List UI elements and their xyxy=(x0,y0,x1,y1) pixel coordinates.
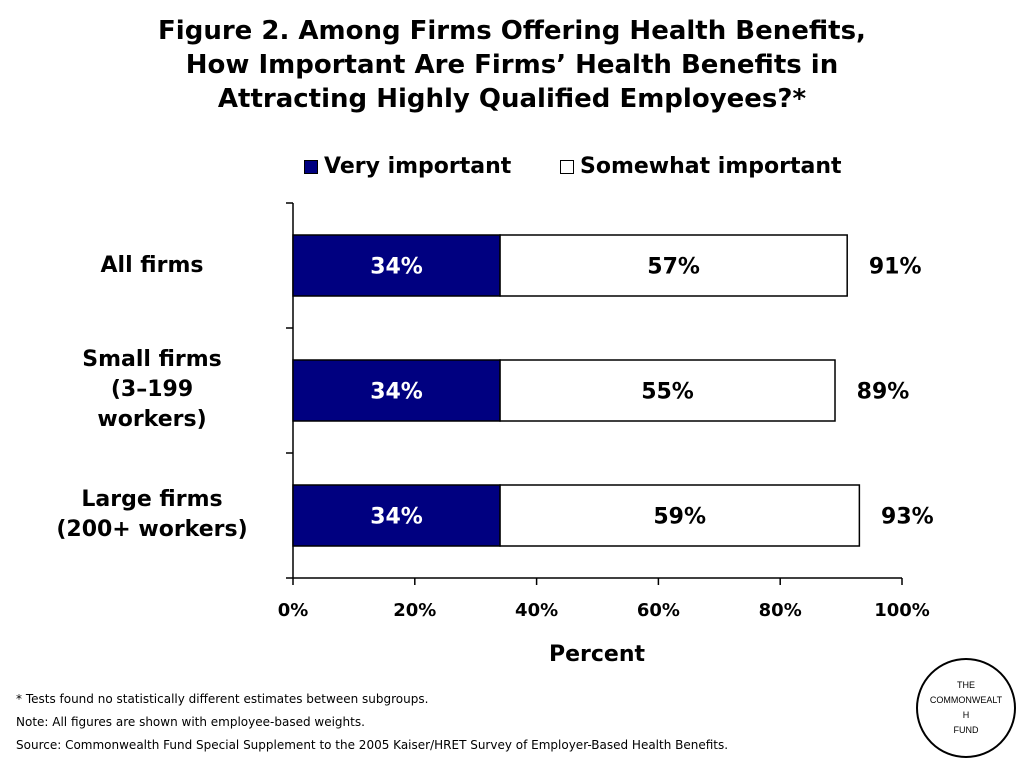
category-label-small-firms: Small firms (3–199 workers) xyxy=(32,345,272,435)
category-label-all-firms: All firms xyxy=(32,251,272,281)
legend-swatch-very-important xyxy=(304,159,318,174)
bar-very-important xyxy=(292,359,501,422)
x-tick-label: 0% xyxy=(278,600,309,621)
bar-value-label: 57% xyxy=(647,255,700,280)
bar-chart: 0% 20% 40% 60% 80% 100% 34% 57% 91% 34% 55% 89% 34% 5… xyxy=(278,202,934,621)
chart-title-line: How Important Are Firms’ Health Benefits… xyxy=(185,50,839,80)
legend-swatch-somewhat-important xyxy=(560,159,574,174)
bar-very-important xyxy=(292,484,501,547)
bar-value-label: 59% xyxy=(653,505,706,530)
bar-value-label: 55% xyxy=(641,380,694,405)
bar-total-label: 91% xyxy=(869,255,922,280)
logo-line: COMMONWEALT xyxy=(929,695,1003,705)
bar-value-label: 34% xyxy=(370,380,423,405)
category-label-line: All firms xyxy=(100,253,204,278)
footnote-asterisk: * Tests found no statistically different… xyxy=(16,692,429,706)
chart-title: Figure 2. Among Firms Offering Health Be… xyxy=(0,14,1024,116)
bar-very-important xyxy=(292,234,501,297)
bar-total-label: 93% xyxy=(881,505,934,530)
bar-total-label: 89% xyxy=(857,380,910,405)
footnotes: * Tests found no statistically different… xyxy=(16,688,728,757)
legend-label: Very important xyxy=(324,154,512,179)
bar-somewhat-important xyxy=(499,484,861,547)
chart-title-line: Figure 2. Among Firms Offering Health Be… xyxy=(158,16,866,46)
x-tick-label: 100% xyxy=(874,600,930,621)
logo-line: FUND xyxy=(953,725,979,735)
category-label-line: workers) xyxy=(97,407,207,432)
x-tick-label: 60% xyxy=(637,600,680,621)
commonwealth-fund-logo: THE COMMONWEALT H FUND xyxy=(916,658,1016,758)
legend-label: Somewhat important xyxy=(580,154,842,179)
legend-item-somewhat-important: Somewhat important xyxy=(560,154,842,179)
footnote-source: Source: Commonwealth Fund Special Supple… xyxy=(16,738,729,752)
bar-value-label: 34% xyxy=(370,255,423,280)
footnote-note: Note: All figures are shown with employe… xyxy=(16,715,365,729)
category-label-large-firms: Large firms (200+ workers) xyxy=(32,485,272,545)
category-label-line: (200+ workers) xyxy=(56,517,248,542)
chart-title-line: Attracting Highly Qualified Employees?* xyxy=(217,84,807,114)
chart-legend: Very important Somewhat important xyxy=(0,154,1024,184)
category-label-line: Large firms xyxy=(81,487,223,512)
x-tick-label: 20% xyxy=(393,600,436,621)
logo-line: H xyxy=(962,710,970,720)
x-tick-label: 80% xyxy=(759,600,802,621)
bar-somewhat-important xyxy=(499,234,848,297)
category-label-line: Small firms xyxy=(82,347,222,372)
logo-line: THE xyxy=(957,680,975,690)
category-label-line: (3–199 xyxy=(110,377,194,402)
bar-somewhat-important xyxy=(499,359,836,422)
x-axis-label: Percent xyxy=(548,642,646,667)
legend-item-very-important: Very important xyxy=(304,154,511,179)
x-tick-label: 40% xyxy=(515,600,558,621)
bar-value-label: 34% xyxy=(370,505,423,530)
